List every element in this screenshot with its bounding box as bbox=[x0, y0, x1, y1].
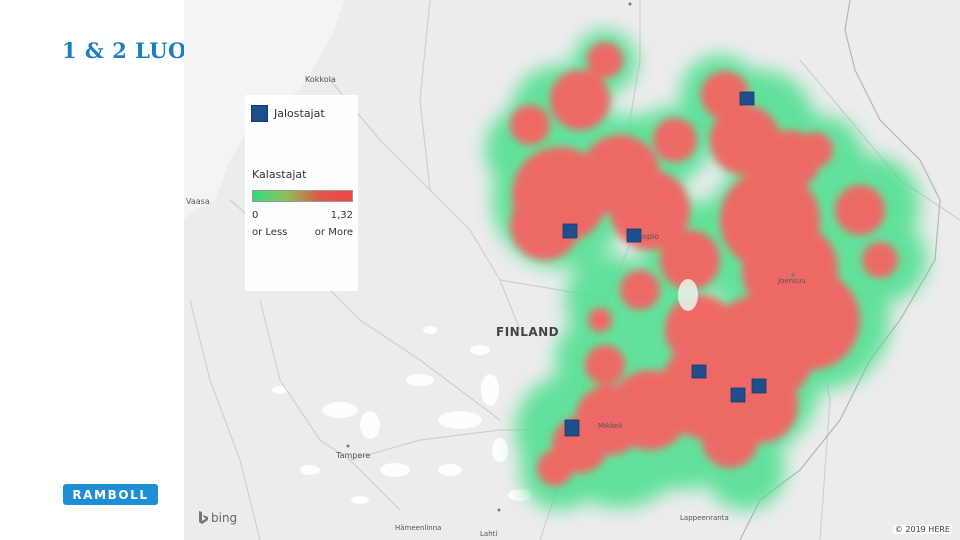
jalostajat-marker[interactable] bbox=[691, 364, 707, 379]
bing-attribution[interactable]: bing bbox=[198, 511, 237, 525]
legend-symbol-label: Jalostajat bbox=[274, 107, 325, 120]
jalostajat-marker[interactable] bbox=[562, 223, 578, 239]
place-label-lappeenranta: Lappeenranta bbox=[680, 514, 729, 522]
place-label-tampere: Tampere bbox=[335, 451, 370, 460]
legend-symbol-row: Jalostajat bbox=[251, 105, 325, 122]
jalostajat-marker[interactable] bbox=[739, 91, 755, 106]
square-marker-icon bbox=[251, 105, 268, 122]
country-label: FINLAND bbox=[496, 325, 559, 339]
legend-gradient-title: Kalastajat bbox=[252, 168, 307, 181]
place-label-kokkola: Kokkola bbox=[305, 75, 336, 84]
place-label-kuopio: Kuopio bbox=[632, 232, 659, 241]
place-label-mikkeli: Mikkeli bbox=[598, 422, 622, 430]
map[interactable]: Kokkola Vaasa Kuopio Joensuu Mikkeli Tam… bbox=[184, 0, 960, 540]
heatmap-high-layer bbox=[510, 42, 898, 486]
legend-min: 0 or Less bbox=[252, 207, 287, 241]
bing-label: bing bbox=[211, 511, 238, 525]
ramboll-logo: RAMBOLL bbox=[63, 484, 158, 505]
place-label-joensuu: Joensuu bbox=[777, 277, 806, 285]
legend-gradient-bar bbox=[252, 190, 353, 202]
place-label-vaasa: Vaasa bbox=[186, 197, 210, 206]
legend-max-label: or More bbox=[314, 227, 353, 238]
map-copyright: © 2019 HERE bbox=[892, 525, 952, 534]
map-legend: Jalostajat Kalastajat 0 or Less 1,32 or … bbox=[245, 95, 358, 291]
place-label-lahti: Lahti bbox=[480, 530, 497, 538]
legend-max-value: 1,32 bbox=[330, 210, 353, 221]
jalostajat-marker[interactable] bbox=[626, 228, 642, 243]
jalostajat-marker[interactable] bbox=[751, 378, 767, 394]
legend-min-value: 0 bbox=[252, 210, 259, 221]
map-canvas: Kokkola Vaasa Kuopio Joensuu Mikkeli Tam… bbox=[184, 0, 960, 540]
legend-min-label: or Less bbox=[252, 227, 288, 238]
legend-max: 1,32 or More bbox=[315, 207, 353, 241]
bing-icon bbox=[199, 511, 208, 524]
place-label-hameenlinna: Hämeenlinna bbox=[395, 524, 441, 532]
jalostajat-marker[interactable] bbox=[564, 419, 580, 437]
jalostajat-marker[interactable] bbox=[730, 387, 746, 403]
